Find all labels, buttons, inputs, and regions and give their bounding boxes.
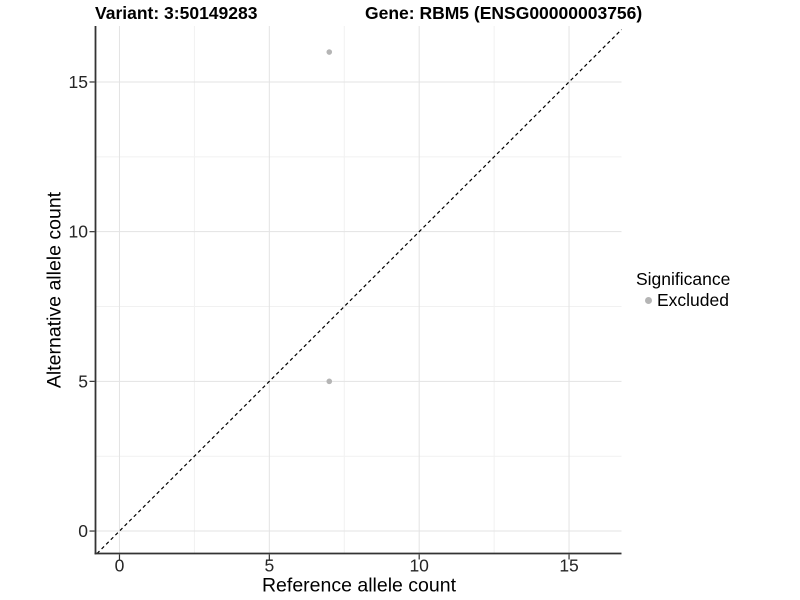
identity-line [96,29,622,554]
y-tick-label: 0 [78,521,88,541]
gene-title: Gene: RBM5 (ENSG00000003756) [365,3,643,23]
data-point [326,378,333,385]
legend-title: Significance [636,269,731,289]
data-point [326,49,333,55]
y-tick-label: 15 [69,72,88,92]
legend-item-excluded: Excluded [645,290,730,310]
x-tick-label: 10 [409,556,429,576]
legend-point-icon [645,296,652,304]
variant-title: Variant: 3:50149283 [95,3,258,23]
x-tick-label: 5 [264,556,274,576]
x-tick-label: 0 [115,556,125,576]
y-axis-title: Alternative allele count [43,191,66,389]
x-axis-title: Reference allele count [261,574,457,597]
legend: Significance Excluded [636,269,730,310]
y-tick-label: 10 [69,222,89,242]
x-tick-label: 15 [559,556,578,576]
y-tick-label: 5 [78,371,88,391]
legend-item-label: Excluded [657,290,729,310]
